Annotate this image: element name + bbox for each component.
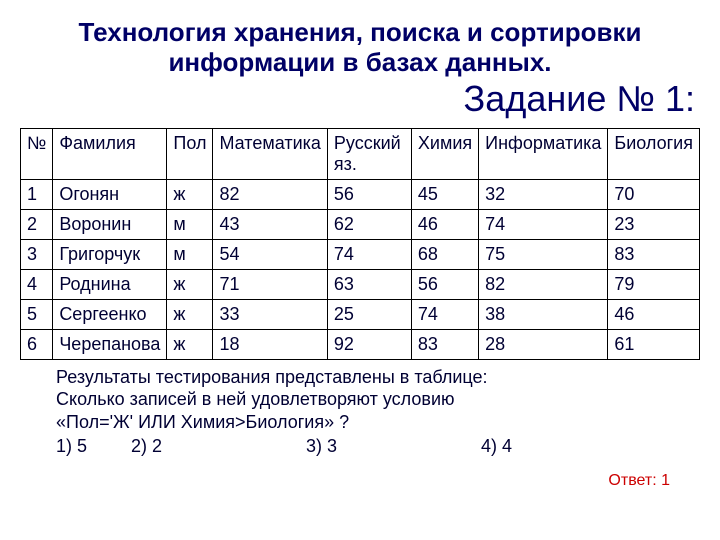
question-line: «Пол='Ж' ИЛИ Химия>Биология» ? — [56, 411, 700, 434]
col-bio: Биология — [608, 128, 700, 179]
cell-russian: 74 — [327, 239, 411, 269]
answer-text: Ответ: 1 — [20, 472, 670, 490]
cell-russian: 63 — [327, 269, 411, 299]
cell-gender: м — [167, 239, 213, 269]
question-line: Результаты тестирования представлены в т… — [56, 366, 700, 389]
cell-bio: 46 — [608, 299, 700, 329]
cell-n: 6 — [21, 329, 53, 359]
question-line: Сколько записей в ней удовлетворяют усло… — [56, 388, 700, 411]
option-2: 2) 2 — [131, 435, 301, 458]
cell-math: 18 — [213, 329, 327, 359]
cell-math: 43 — [213, 209, 327, 239]
table-row: 5Сергеенкож3325743846 — [21, 299, 700, 329]
task-number: Задание № 1: — [20, 78, 695, 120]
col-n: № — [21, 128, 53, 179]
cell-gender: ж — [167, 269, 213, 299]
page-title: Технология хранения, поиска и сортировки… — [20, 18, 700, 78]
cell-chem: 83 — [411, 329, 478, 359]
cell-bio: 70 — [608, 179, 700, 209]
cell-surname: Черепанова — [53, 329, 167, 359]
cell-russian: 25 — [327, 299, 411, 329]
col-russian: Русский яз. — [327, 128, 411, 179]
cell-gender: ж — [167, 179, 213, 209]
cell-math: 33 — [213, 299, 327, 329]
cell-surname: Григорчук — [53, 239, 167, 269]
cell-russian: 62 — [327, 209, 411, 239]
cell-gender: ж — [167, 299, 213, 329]
cell-n: 1 — [21, 179, 53, 209]
table-row: 6Черепановаж1892832861 — [21, 329, 700, 359]
cell-surname: Воронин — [53, 209, 167, 239]
cell-inf: 28 — [479, 329, 608, 359]
cell-math: 82 — [213, 179, 327, 209]
option-3: 3) 3 — [306, 435, 476, 458]
cell-inf: 74 — [479, 209, 608, 239]
table-row: 4Роднинаж7163568279 — [21, 269, 700, 299]
cell-russian: 92 — [327, 329, 411, 359]
cell-n: 4 — [21, 269, 53, 299]
col-math: Математика — [213, 128, 327, 179]
cell-chem: 68 — [411, 239, 478, 269]
cell-chem: 46 — [411, 209, 478, 239]
option-1: 1) 5 — [56, 435, 126, 458]
cell-inf: 32 — [479, 179, 608, 209]
cell-chem: 45 — [411, 179, 478, 209]
table-header-row: № Фамилия Пол Математика Русский яз. Хим… — [21, 128, 700, 179]
table-body: 1Огонянж82564532702Воронинм43624674233Гр… — [21, 179, 700, 359]
cell-bio: 79 — [608, 269, 700, 299]
col-gender: Пол — [167, 128, 213, 179]
cell-gender: м — [167, 209, 213, 239]
cell-n: 5 — [21, 299, 53, 329]
table-row: 2Воронинм4362467423 — [21, 209, 700, 239]
col-chem: Химия — [411, 128, 478, 179]
cell-chem: 56 — [411, 269, 478, 299]
cell-russian: 56 — [327, 179, 411, 209]
cell-math: 71 — [213, 269, 327, 299]
cell-math: 54 — [213, 239, 327, 269]
cell-surname: Сергеенко — [53, 299, 167, 329]
col-surname: Фамилия — [53, 128, 167, 179]
cell-inf: 75 — [479, 239, 608, 269]
option-4: 4) 4 — [481, 435, 512, 458]
col-inf: Информатика — [479, 128, 608, 179]
table-row: 1Огонянж8256453270 — [21, 179, 700, 209]
cell-bio: 61 — [608, 329, 700, 359]
question-block: Результаты тестирования представлены в т… — [56, 366, 700, 458]
cell-bio: 83 — [608, 239, 700, 269]
cell-gender: ж — [167, 329, 213, 359]
cell-n: 3 — [21, 239, 53, 269]
cell-inf: 82 — [479, 269, 608, 299]
cell-surname: Роднина — [53, 269, 167, 299]
data-table: № Фамилия Пол Математика Русский яз. Хим… — [20, 128, 700, 360]
options-row: 1) 5 2) 2 3) 3 4) 4 — [56, 435, 700, 458]
table-row: 3Григорчукм5474687583 — [21, 239, 700, 269]
cell-bio: 23 — [608, 209, 700, 239]
cell-n: 2 — [21, 209, 53, 239]
cell-surname: Огонян — [53, 179, 167, 209]
cell-inf: 38 — [479, 299, 608, 329]
cell-chem: 74 — [411, 299, 478, 329]
